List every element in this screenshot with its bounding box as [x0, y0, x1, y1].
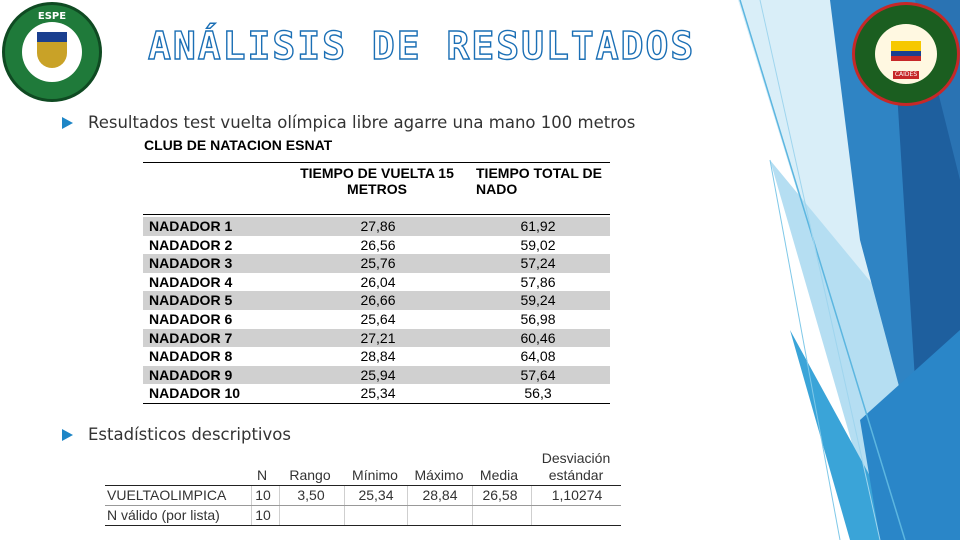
stats-table-bottom-border [105, 525, 621, 526]
caides-logo-text: CAIDES [893, 71, 919, 79]
lap-time: 26,66 [360, 292, 396, 309]
swimmer-name: NADADOR 5 [149, 292, 233, 309]
lap-time: 25,76 [360, 255, 396, 272]
stats-row: N válido (por lista) 10 [105, 505, 621, 525]
stats-cell-desviacion [531, 506, 622, 525]
stats-row: VUELTAOLIMPICA 10 3,50 25,34 28,84 26,58 1,102… [105, 485, 621, 505]
results-table-body: NADADOR 1 27,86 61,92 NADADOR 2 26,56 59,02 NA… [143, 215, 610, 403]
stats-cell-n: 10 [251, 486, 274, 505]
lap-time: 25,94 [360, 366, 396, 383]
swimmer-name: NADADOR 10 [149, 385, 241, 402]
total-time: 57,24 [520, 255, 556, 272]
lap-time: 27,21 [360, 329, 396, 346]
slide-title: ANÁLISIS DE RESULTADOS [147, 23, 696, 68]
total-time: 56,3 [524, 385, 552, 402]
table-row: NADADOR 7 27,21 60,46 [143, 328, 610, 348]
lap-time: 25,64 [360, 310, 396, 327]
stats-header-desviacion: Desviación estándar [541, 450, 611, 483]
bullet-stats-text: Estadísticos descriptivos [88, 425, 291, 444]
table-row: NADADOR 8 28,84 64,08 [143, 347, 610, 366]
stats-cell-n: 10 [251, 506, 274, 525]
total-time: 60,46 [520, 329, 556, 346]
table-row: NADADOR 3 25,76 57,24 [143, 254, 610, 273]
swimmer-name: NADADOR 2 [149, 236, 233, 253]
total-time: 57,86 [520, 273, 556, 290]
stats-header-maximo: Máximo [414, 467, 464, 483]
lap-time: 27,86 [360, 218, 396, 234]
results-table: TIEMPO DE VUELTA 15 METROS TIEMPO TOTAL … [143, 162, 610, 404]
espe-logo-text: ESPE [37, 11, 67, 22]
caides-logo: CAIDES [852, 2, 960, 106]
lap-time: 25,34 [360, 385, 396, 402]
total-time: 61,92 [520, 218, 556, 234]
swimmer-name: NADADOR 3 [149, 255, 233, 272]
bullet-results: Resultados test vuelta olímpica libre ag… [62, 113, 635, 132]
table-row: NADADOR 4 26,04 57,86 [143, 273, 610, 292]
swimmer-name: NADADOR 4 [149, 273, 233, 290]
total-time: 59,02 [520, 236, 556, 253]
header-lap-time: TIEMPO DE VUELTA 15 METROS [300, 165, 454, 197]
stats-table-header: N Rango Mínimo Máximo Media Desviación e… [105, 446, 621, 485]
stats-row-label: VUELTAOLIMPICA [107, 487, 227, 503]
lap-time: 28,84 [360, 348, 396, 365]
swimmer-name: NADADOR 1 [149, 218, 233, 234]
stats-header-media: Media [479, 467, 519, 483]
results-table-header: TIEMPO DE VUELTA 15 METROS TIEMPO TOTAL … [143, 163, 610, 215]
swimmer-name: NADADOR 6 [149, 310, 233, 327]
stats-table-body: VUELTAOLIMPICA 10 3,50 25,34 28,84 26,58 1,102… [105, 485, 621, 525]
stats-row-label: N válido (por lista) [107, 507, 220, 523]
stats-header-minimo: Mínimo [352, 467, 398, 483]
table-row: NADADOR 5 26,66 59,24 [143, 291, 610, 310]
total-time: 56,98 [520, 310, 556, 327]
espe-shield-band [37, 32, 67, 42]
bullet-stats: Estadísticos descriptivos [62, 425, 291, 444]
bullet-arrow-icon [62, 429, 73, 441]
total-time: 64,08 [520, 348, 556, 365]
stats-header-n: N [256, 467, 268, 483]
lap-time: 26,56 [360, 236, 396, 253]
table-row: NADADOR 1 27,86 61,92 [143, 217, 610, 236]
stats-table: N Rango Mínimo Máximo Media Desviación e… [105, 446, 621, 526]
stats-cell-minimo [344, 506, 407, 525]
table-row: NADADOR 2 26,56 59,02 [143, 236, 610, 255]
header-total-time: TIEMPO TOTAL DE NADO [476, 165, 603, 197]
stats-cell-rango: 3,50 [279, 486, 342, 505]
stats-cell-media [472, 506, 527, 525]
bullet-arrow-icon [62, 117, 73, 129]
stats-cell-maximo [407, 506, 472, 525]
ecuador-flag-icon [891, 41, 921, 61]
swimmer-name: NADADOR 9 [149, 366, 233, 383]
total-time: 59,24 [520, 292, 556, 309]
swimmer-name: NADADOR 8 [149, 348, 233, 365]
stats-cell-maximo: 28,84 [407, 486, 472, 505]
lap-time: 26,04 [360, 273, 396, 290]
table-row: NADADOR 9 25,94 57,64 [143, 365, 610, 385]
stats-header-rango: Rango [289, 467, 331, 483]
bullet-results-text: Resultados test vuelta olímpica libre ag… [88, 113, 636, 132]
table-row: NADADOR 6 25,64 56,98 [143, 310, 610, 329]
swimmer-name: NADADOR 7 [149, 329, 233, 346]
espe-logo: ESPE [2, 2, 102, 102]
stats-cell-rango [279, 506, 342, 525]
total-time: 57,64 [520, 366, 556, 383]
stats-cell-minimo: 25,34 [344, 486, 407, 505]
stats-cell-desviacion: 1,10274 [531, 486, 622, 505]
club-title: CLUB DE NATACION ESNAT [144, 137, 333, 153]
stats-cell-media: 26,58 [472, 486, 527, 505]
table-row: NADADOR 10 25,34 56,3 [143, 384, 610, 403]
